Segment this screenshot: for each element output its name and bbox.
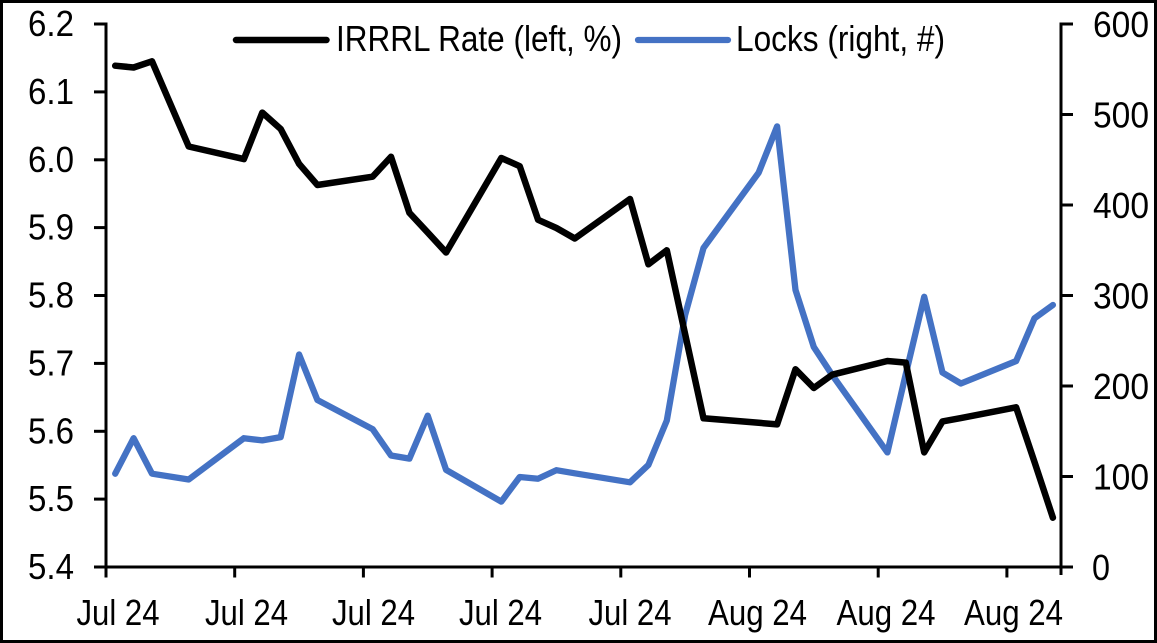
svg-text:Aug 24: Aug 24 — [708, 592, 807, 633]
svg-text:Jul 24: Jul 24 — [332, 592, 415, 633]
svg-text:5.9: 5.9 — [28, 207, 74, 248]
svg-text:Aug 24: Aug 24 — [837, 592, 936, 633]
svg-text:IRRRL Rate (left, %): IRRRL Rate (left, %) — [336, 18, 622, 59]
svg-text:0: 0 — [1092, 547, 1110, 588]
svg-text:200: 200 — [1093, 366, 1149, 407]
svg-text:600: 600 — [1093, 4, 1149, 45]
svg-text:6.0: 6.0 — [28, 139, 74, 180]
svg-text:Jul 24: Jul 24 — [459, 592, 542, 633]
svg-text:6.2: 6.2 — [28, 3, 74, 44]
svg-text:Locks (right, #): Locks (right, #) — [736, 18, 945, 59]
svg-text:Jul 24: Jul 24 — [589, 592, 672, 633]
svg-text:500: 500 — [1093, 94, 1149, 135]
svg-text:5.8: 5.8 — [28, 275, 74, 316]
svg-text:Jul 24: Jul 24 — [205, 592, 288, 633]
svg-text:5.7: 5.7 — [28, 342, 74, 383]
svg-text:Aug 24: Aug 24 — [964, 592, 1063, 633]
svg-text:5.4: 5.4 — [28, 546, 74, 587]
svg-text:6.1: 6.1 — [28, 71, 74, 112]
svg-text:5.5: 5.5 — [28, 478, 74, 519]
svg-text:Jul 24: Jul 24 — [77, 592, 160, 633]
svg-text:100: 100 — [1093, 456, 1149, 497]
svg-text:400: 400 — [1093, 185, 1149, 226]
svg-text:5.6: 5.6 — [28, 410, 74, 451]
svg-text:300: 300 — [1093, 275, 1149, 316]
